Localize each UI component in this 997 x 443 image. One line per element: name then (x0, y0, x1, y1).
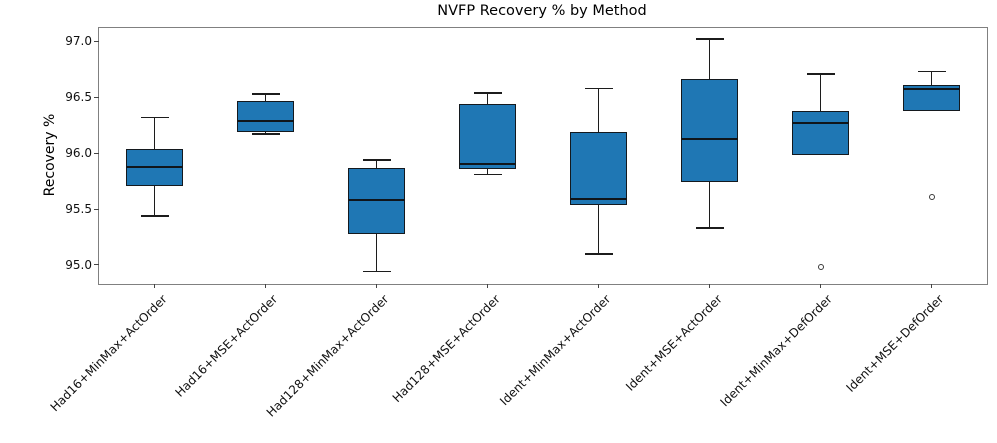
upper-whisker (708, 39, 711, 80)
outlier-point (817, 264, 824, 271)
upper-whisker (597, 88, 600, 132)
x-tick-mark (487, 284, 488, 288)
lower-whisker-cap (584, 253, 613, 255)
upper-whisker-cap (473, 92, 502, 94)
y-tick-label: 96.0 (65, 146, 92, 161)
y-tick-label: 95.5 (65, 202, 92, 217)
lower-whisker (264, 131, 267, 135)
box (237, 100, 294, 132)
lower-whisker-cap (695, 227, 724, 229)
lower-whisker-cap (473, 173, 502, 176)
box (459, 104, 516, 169)
upper-whisker-cap (917, 70, 946, 73)
median-line (126, 165, 183, 168)
upper-whisker (153, 117, 156, 149)
y-tick-label: 95.0 (65, 257, 92, 272)
median-line (459, 163, 516, 166)
y-tick-mark (94, 152, 99, 154)
median-line (348, 199, 405, 202)
lower-whisker (375, 233, 378, 272)
x-tick-label: Ident+MinMax+DefOrder (718, 292, 836, 410)
plot-area: 95.0 95.5 96.0 96.5 97.0 Had16+MinMax+ActOrde… (47, 27, 988, 420)
upper-whisker-cap (140, 116, 169, 119)
upper-whisker (264, 93, 267, 101)
upper-whisker (375, 159, 378, 168)
box (681, 79, 738, 183)
y-tick-mark (94, 96, 99, 98)
upper-whisker (486, 92, 489, 104)
y-tick-mark (94, 264, 99, 266)
upper-whisker-cap (584, 87, 613, 90)
upper-whisker-cap (251, 93, 280, 95)
x-tick-label: Ident+MinMax+ActOrder (497, 292, 614, 409)
upper-whisker-cap (362, 159, 391, 161)
chart-title: NVFP Recovery % by Method (437, 3, 647, 19)
y-tick-label: 97.0 (65, 34, 92, 49)
x-tick-mark (709, 284, 710, 288)
lower-whisker (486, 168, 489, 175)
box (570, 131, 627, 205)
x-tick-label: Ident+MSE+ActOrder (622, 292, 725, 394)
x-tick-mark (820, 284, 821, 288)
x-tick-label: Had16+MSE+ActOrder (172, 292, 281, 400)
upper-whisker-cap (695, 38, 724, 40)
box (792, 110, 849, 156)
x-tick-label: Had128+MinMax+ActOrder (263, 292, 392, 420)
upper-whisker (930, 71, 933, 85)
lower-whisker (597, 204, 600, 254)
median-line (570, 198, 627, 201)
x-tick-mark (598, 284, 599, 288)
y-tick-label: 96.5 (65, 90, 92, 105)
y-tick-mark (94, 40, 99, 42)
x-tick-mark (265, 284, 266, 288)
median-line (681, 137, 738, 140)
median-line (903, 88, 960, 91)
upper-whisker-cap (806, 73, 835, 75)
median-line (237, 119, 294, 122)
x-tick-mark (931, 284, 932, 288)
median-line (792, 122, 849, 125)
x-tick-mark (376, 284, 377, 288)
y-tick-mark (94, 208, 99, 210)
upper-whisker (819, 73, 822, 111)
lower-whisker-cap (362, 270, 391, 273)
lower-whisker (153, 185, 156, 216)
lower-whisker (708, 182, 711, 229)
x-tick-label: Ident+MSE+DefOrder (843, 292, 947, 395)
x-tick-label: Had16+MinMax+ActOrder (47, 292, 170, 415)
lower-whisker-cap (140, 215, 169, 217)
outlier-point (928, 193, 935, 200)
x-tick-label: Had128+MSE+ActOrder (389, 292, 503, 406)
x-tick-mark (154, 284, 155, 288)
lower-whisker-cap (251, 133, 280, 135)
